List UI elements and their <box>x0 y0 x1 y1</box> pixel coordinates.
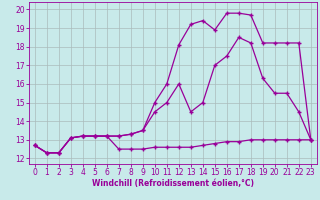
X-axis label: Windchill (Refroidissement éolien,°C): Windchill (Refroidissement éolien,°C) <box>92 179 254 188</box>
